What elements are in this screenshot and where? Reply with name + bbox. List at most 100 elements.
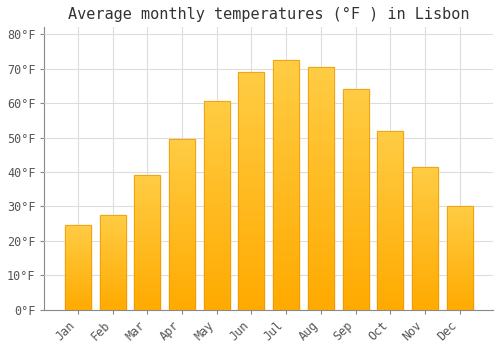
Bar	[204, 281, 230, 285]
Bar	[308, 261, 334, 266]
Bar	[377, 274, 404, 278]
Bar	[169, 272, 195, 275]
Bar	[412, 181, 438, 184]
Bar	[308, 208, 334, 212]
Bar	[412, 184, 438, 187]
Bar	[65, 225, 91, 227]
Bar	[308, 227, 334, 232]
Bar	[65, 257, 91, 259]
Bar	[65, 289, 91, 291]
Bar	[273, 125, 299, 130]
Bar	[100, 260, 126, 262]
Bar	[204, 185, 230, 189]
Bar	[65, 264, 91, 266]
Bar	[412, 187, 438, 190]
Bar	[377, 170, 404, 174]
Bar	[446, 279, 472, 281]
Bar	[134, 253, 160, 256]
Bar	[308, 276, 334, 281]
Bar	[204, 201, 230, 205]
Bar	[100, 262, 126, 264]
Bar	[238, 224, 264, 229]
Bar	[169, 197, 195, 201]
Bar	[377, 131, 404, 310]
Bar	[273, 80, 299, 85]
Bar	[134, 283, 160, 286]
Bar	[412, 270, 438, 273]
Bar	[65, 279, 91, 281]
Bar	[377, 213, 404, 217]
Bar	[273, 305, 299, 310]
Bar	[100, 275, 126, 278]
Bar	[100, 245, 126, 247]
Bar	[446, 206, 472, 209]
Bar	[273, 230, 299, 235]
Bar	[377, 278, 404, 281]
Bar	[412, 301, 438, 304]
Bar	[412, 218, 438, 221]
Bar	[273, 245, 299, 250]
Bar	[100, 217, 126, 219]
Bar	[65, 276, 91, 278]
Bar	[134, 278, 160, 280]
Bar	[446, 276, 472, 279]
Bar	[342, 261, 368, 266]
Bar	[273, 135, 299, 140]
Bar	[100, 287, 126, 289]
Bar	[446, 260, 472, 262]
Bar	[100, 228, 126, 230]
Bar	[412, 273, 438, 275]
Bar	[308, 106, 334, 111]
Bar	[273, 100, 299, 105]
Bar	[342, 147, 368, 151]
Bar	[238, 300, 264, 305]
Bar	[342, 195, 368, 199]
Bar	[204, 102, 230, 310]
Bar	[377, 234, 404, 238]
Bar	[169, 265, 195, 269]
Bar	[134, 296, 160, 299]
Bar	[273, 215, 299, 220]
Bar	[238, 267, 264, 272]
Bar	[169, 187, 195, 190]
Bar	[342, 270, 368, 274]
Bar	[308, 242, 334, 247]
Bar	[446, 233, 472, 235]
Bar	[65, 234, 91, 236]
Bar	[134, 267, 160, 270]
Bar	[100, 274, 126, 275]
Bar	[65, 259, 91, 261]
Bar	[100, 230, 126, 232]
Bar	[169, 228, 195, 231]
Bar	[169, 241, 195, 245]
Bar	[377, 202, 404, 206]
Bar	[377, 260, 404, 263]
Bar	[169, 275, 195, 279]
Bar	[238, 82, 264, 86]
Bar	[308, 154, 334, 159]
Bar	[342, 266, 368, 270]
Bar	[377, 148, 404, 152]
Bar	[100, 232, 126, 234]
Bar	[412, 284, 438, 287]
Bar	[273, 185, 299, 190]
Bar	[308, 247, 334, 251]
Bar	[446, 211, 472, 212]
Bar	[308, 67, 334, 310]
Bar	[169, 204, 195, 208]
Bar	[412, 287, 438, 290]
Bar	[169, 303, 195, 306]
Bar	[273, 190, 299, 195]
Bar	[134, 304, 160, 307]
Bar	[446, 303, 472, 306]
Bar	[342, 173, 368, 177]
Bar	[238, 196, 264, 201]
Bar	[446, 291, 472, 293]
Bar	[308, 271, 334, 276]
Bar	[65, 306, 91, 308]
Bar	[308, 125, 334, 130]
Bar	[204, 289, 230, 293]
Bar	[412, 241, 438, 244]
Bar	[169, 282, 195, 286]
Bar	[308, 251, 334, 256]
